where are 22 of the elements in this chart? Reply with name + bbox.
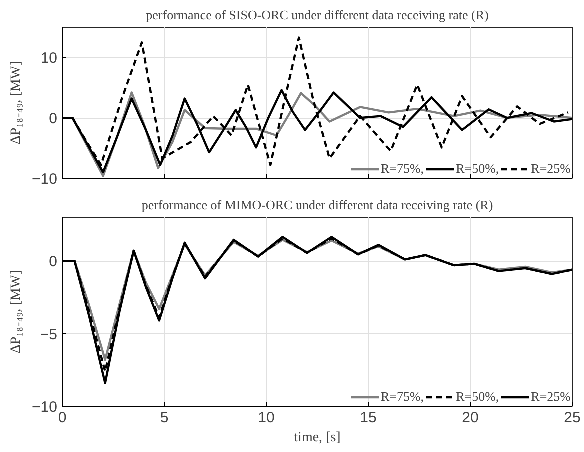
y-tick-label: 0 [49,110,58,128]
legend-label: R=50%, [456,389,500,405]
y-tick-label: −10 [32,171,58,188]
legend-label: R=25% [531,389,571,405]
x-tick-label: 25 [564,410,581,426]
chart-title: performance of SISO-ORC under different data receiving rate (R) [146,8,489,22]
y-tick-label: −5 [40,326,58,344]
legend-label: R=25% [531,161,571,177]
legend-label: R=75%, [380,161,424,177]
legend-label: R=50%, [456,161,500,177]
chart-title: performance of MIMO-ORC under different data receiving rate (R) [142,198,494,212]
y-axis-title: ΔP₁₈₋₄₉, [MW] [9,270,24,354]
y-tick-label: −10 [32,399,58,416]
y-axis-title: ΔP₁₈₋₄₉, [MW] [9,61,24,145]
x-tick-label: 5 [160,410,169,426]
x-tick-label: 15 [360,410,377,426]
y-tick-label: 10 [40,50,58,68]
x-tick-label: 10 [258,410,275,426]
legend-label: R=75%, [380,389,424,405]
y-tick-label: 0 [49,254,58,271]
x-axis-title: time, [s] [294,430,341,446]
x-tick-label: 20 [462,410,479,426]
